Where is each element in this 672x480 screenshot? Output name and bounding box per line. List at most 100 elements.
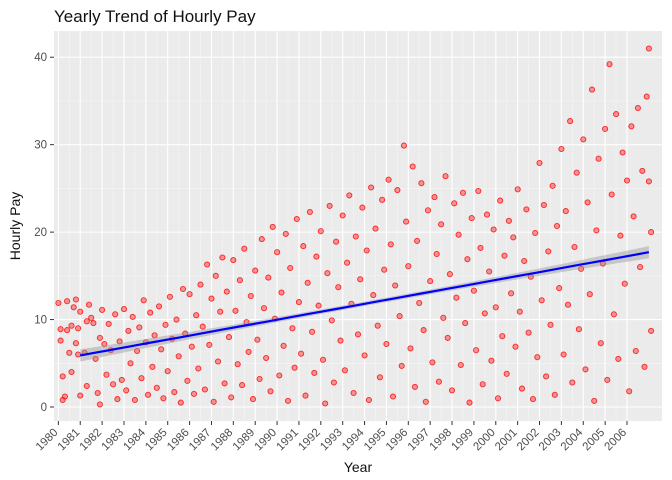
data-point xyxy=(642,364,647,369)
data-point xyxy=(191,391,196,396)
x-tick-label: 2000 xyxy=(471,427,498,454)
data-point xyxy=(84,383,89,388)
x-tick-label: 1980 xyxy=(34,427,61,454)
data-point xyxy=(380,197,385,202)
data-point xyxy=(412,384,417,389)
data-point xyxy=(65,299,70,304)
data-point xyxy=(334,239,339,244)
x-tick-label: 1996 xyxy=(384,427,411,454)
data-point xyxy=(290,326,295,331)
data-point xyxy=(616,356,621,361)
data-point xyxy=(572,244,577,249)
data-point xyxy=(307,209,312,214)
x-tick-label: 1998 xyxy=(428,427,455,454)
data-point xyxy=(303,393,308,398)
data-point xyxy=(607,62,612,67)
data-point xyxy=(71,305,76,310)
data-point xyxy=(649,230,654,235)
data-point xyxy=(417,300,422,305)
data-point xyxy=(67,350,72,355)
x-tick-label: 1983 xyxy=(100,427,127,454)
data-point xyxy=(406,264,411,269)
data-point xyxy=(638,265,643,270)
data-point xyxy=(299,351,304,356)
data-point xyxy=(585,200,590,205)
data-point xyxy=(78,393,83,398)
data-point xyxy=(358,277,363,282)
data-point xyxy=(139,376,144,381)
data-point xyxy=(487,269,492,274)
x-tick-label: 2002 xyxy=(515,427,542,454)
data-point xyxy=(229,395,234,400)
x-tick-label: 1982 xyxy=(78,427,105,454)
data-point xyxy=(425,208,430,213)
data-point xyxy=(233,308,238,313)
data-point xyxy=(145,392,150,397)
data-point xyxy=(524,207,529,212)
data-point xyxy=(522,258,527,263)
data-point xyxy=(150,364,155,369)
data-point xyxy=(207,342,212,347)
y-axis-title: Hourly Pay xyxy=(7,192,23,260)
data-point xyxy=(253,268,258,273)
data-point xyxy=(635,105,640,110)
plot-panel xyxy=(54,31,662,421)
data-point xyxy=(218,309,223,314)
data-point xyxy=(106,321,111,326)
data-point xyxy=(161,396,166,401)
data-point xyxy=(629,124,634,129)
x-axis-title: Year xyxy=(344,459,373,475)
data-point xyxy=(649,328,654,333)
data-point xyxy=(640,168,645,173)
data-point xyxy=(559,146,564,151)
data-point xyxy=(320,357,325,362)
data-point xyxy=(141,298,146,303)
x-tick-label: 1984 xyxy=(121,426,148,453)
data-point xyxy=(266,275,271,280)
data-point xyxy=(327,203,332,208)
data-point xyxy=(60,397,65,402)
x-tick-label: 2004 xyxy=(559,426,586,453)
x-tick-label: 2006 xyxy=(603,427,630,454)
data-point xyxy=(261,306,266,311)
data-point xyxy=(209,296,214,301)
data-point xyxy=(342,368,347,373)
x-tick-label: 1986 xyxy=(165,427,192,454)
data-point xyxy=(388,242,393,247)
data-point xyxy=(482,311,487,316)
data-point xyxy=(148,310,153,315)
data-point xyxy=(277,373,282,378)
data-point xyxy=(255,337,260,342)
data-point xyxy=(310,329,315,334)
data-point xyxy=(622,281,627,286)
data-point xyxy=(554,223,559,228)
data-point xyxy=(401,143,406,148)
data-point xyxy=(323,401,328,406)
data-point xyxy=(594,228,599,233)
data-point xyxy=(69,323,74,328)
data-point xyxy=(465,257,470,262)
data-point xyxy=(399,363,404,368)
data-point xyxy=(196,366,201,371)
data-point xyxy=(84,319,89,324)
data-point xyxy=(248,293,253,298)
data-point xyxy=(288,265,293,270)
data-point xyxy=(605,377,610,382)
data-point xyxy=(121,307,126,312)
data-point xyxy=(393,283,398,288)
data-point xyxy=(557,286,562,291)
data-point xyxy=(58,327,63,332)
data-point xyxy=(89,315,94,320)
x-tick-label: 1990 xyxy=(253,427,280,454)
data-point xyxy=(268,389,273,394)
data-point xyxy=(111,382,116,387)
data-point xyxy=(423,399,428,404)
data-point xyxy=(596,156,601,161)
data-point xyxy=(137,325,142,330)
x-tick-label: 1985 xyxy=(143,427,170,454)
data-point xyxy=(294,216,299,221)
data-point xyxy=(240,383,245,388)
data-point xyxy=(587,292,592,297)
data-point xyxy=(539,298,544,303)
